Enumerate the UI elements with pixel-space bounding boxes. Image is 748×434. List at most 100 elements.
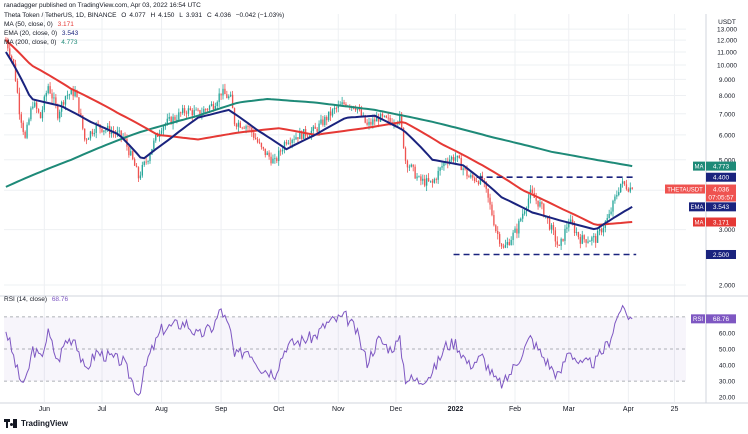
candle-body [333, 107, 336, 110]
candle-body [20, 114, 22, 123]
candle-body [548, 218, 551, 230]
candle-body [103, 130, 105, 132]
candle-body [180, 112, 182, 114]
price-tag-label-box [693, 217, 705, 227]
candle-body [508, 242, 510, 245]
candle-body [374, 119, 376, 122]
open-value: 4.077 [129, 12, 146, 19]
candle-body [101, 128, 103, 132]
candle-body [32, 106, 34, 109]
candle-body [172, 116, 174, 125]
price-tag: 2.500 [706, 249, 736, 259]
candle-body [222, 88, 224, 96]
time-tick-label: Feb [509, 406, 521, 413]
tradingview-brand[interactable]: TradingView [4, 419, 68, 428]
candle-body [283, 142, 286, 150]
publisher-line: ranadagger published on TradingView.com,… [4, 2, 204, 10]
candle-body [76, 90, 78, 98]
price-tag-label-box [693, 161, 705, 171]
candle-body [439, 167, 441, 171]
close-label: C [206, 12, 212, 19]
candle-body [504, 244, 507, 248]
ma200-legend[interactable]: MA (200, close, 0) 4.773 [4, 39, 80, 47]
ema20-legend[interactable]: EMA (20, close, 0) 3.543 [4, 30, 81, 38]
price-tag: 4.036 THETAUSDT [665, 184, 736, 194]
candle-body [591, 237, 593, 241]
candle-body [74, 90, 76, 97]
candle-body [254, 137, 257, 140]
ma50-legend[interactable]: MA (50, close, 0) 3.171 [4, 21, 77, 29]
candle-body [570, 219, 572, 224]
candle-body [425, 178, 428, 186]
candle-body [443, 162, 445, 167]
candle-body [435, 179, 437, 181]
candle-body [418, 176, 420, 178]
candle-body [64, 96, 67, 105]
price-tag: 07:05:57 [706, 192, 736, 202]
candle-body [493, 215, 495, 226]
candle-body [621, 181, 624, 184]
candle-body [270, 156, 272, 164]
price-tag: 3.171 MA [693, 217, 736, 227]
candle-body [301, 131, 303, 139]
candle-body [497, 231, 499, 235]
candle-body [354, 108, 357, 111]
candle-body [243, 127, 245, 129]
candle-body [404, 147, 407, 161]
candle-body [520, 218, 522, 221]
candle-body [141, 164, 143, 176]
price-unit-label: USDT [718, 19, 736, 26]
candle-body [116, 131, 119, 135]
candle-body [55, 97, 57, 106]
price-tick-label: 7.000 [719, 111, 736, 118]
candle-body [335, 107, 338, 109]
candle-body [289, 142, 291, 144]
candle-body [410, 164, 412, 167]
candle-body [89, 131, 92, 139]
candle-body [456, 155, 459, 158]
price-tag-box [706, 249, 736, 259]
candle-body [399, 113, 401, 123]
candle-body [606, 218, 608, 222]
ma200-line [5, 97, 633, 188]
candle-body [218, 93, 220, 103]
candle-body [312, 126, 314, 131]
candle-body [241, 127, 243, 129]
candle-body [452, 156, 455, 161]
candle-body [614, 196, 616, 201]
candle-body [502, 246, 505, 248]
candle-body [183, 108, 186, 113]
candle-body [512, 232, 514, 240]
candle-body [57, 105, 59, 119]
rsi-tag-label-box [691, 314, 705, 324]
candle-body [272, 158, 274, 164]
candle-body [210, 103, 213, 106]
tradingview-logo-icon [4, 419, 18, 428]
low-value: 3.931 [185, 12, 203, 19]
candle-body [258, 142, 261, 144]
candle-body [45, 93, 47, 97]
candle-body [541, 202, 543, 205]
candle-body [454, 157, 457, 161]
candle-body [389, 117, 391, 123]
candle-body [287, 142, 289, 144]
price-tick-label: 8.000 [719, 93, 736, 100]
candle-body [575, 232, 578, 233]
price-tag: 4.773 MA [693, 161, 736, 171]
candle-body [416, 176, 418, 179]
price-tag-label: THETAUSDT [667, 187, 703, 193]
candle-body [206, 109, 209, 111]
candle-body [408, 166, 411, 168]
price-tick-label: 3.000 [719, 227, 736, 234]
price-tag-value: 3.543 [713, 204, 730, 211]
price-tag-label: MA [695, 164, 704, 170]
candle-body [91, 131, 94, 135]
close-value: 4.036 [214, 12, 231, 19]
candle-body [16, 80, 19, 93]
rsi-legend[interactable]: RSI (14, close) 68.76 [4, 296, 71, 304]
candle-body [518, 220, 520, 234]
brand-text: TradingView [21, 419, 68, 428]
candle-body [9, 48, 11, 57]
candle-body [216, 102, 218, 107]
